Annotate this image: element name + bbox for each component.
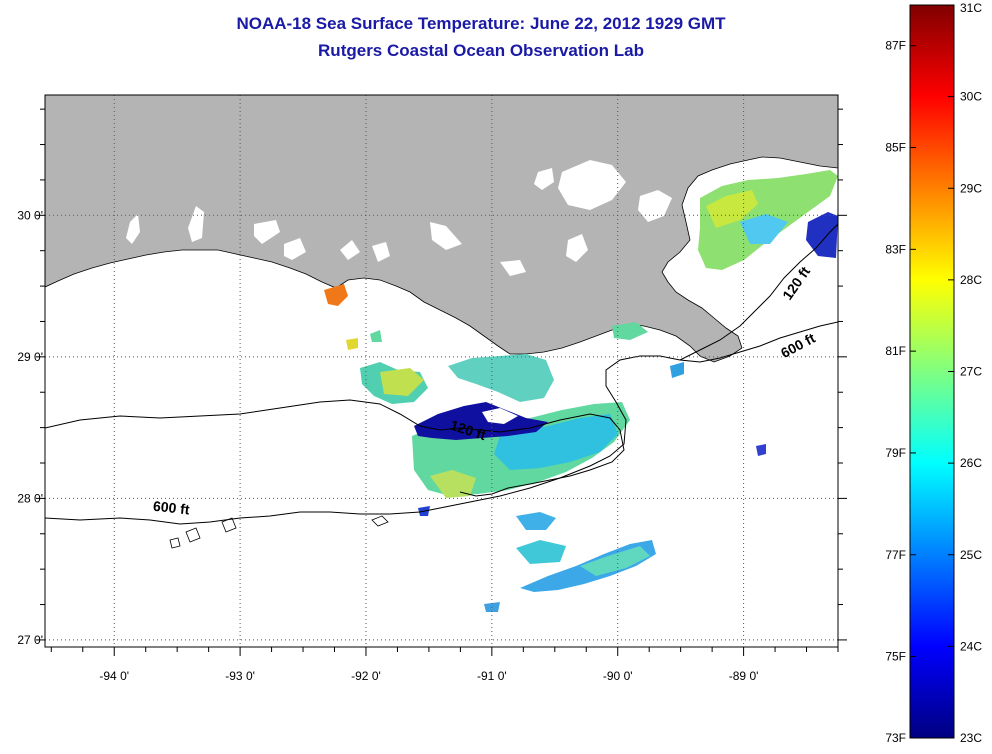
map-title: NOAA-18 Sea Surface Temperature: June 22… bbox=[236, 14, 726, 33]
sst-patch bbox=[580, 546, 650, 576]
colorbar-f-label: 75F bbox=[885, 650, 906, 664]
contour-label: 600 ft bbox=[778, 330, 818, 361]
colorbar-c-label: 28C bbox=[960, 273, 982, 287]
lake bbox=[430, 222, 462, 250]
lat-tick-label: 30 0' bbox=[17, 208, 43, 222]
contour-600ft-loop bbox=[371, 515, 389, 527]
lat-tick-label: 29 0' bbox=[17, 350, 43, 364]
sst-patch bbox=[756, 444, 766, 456]
lake bbox=[500, 260, 526, 276]
sst-patch bbox=[370, 330, 382, 342]
contour-600ft-loop bbox=[169, 537, 181, 549]
lon-tick-label: -93 0' bbox=[225, 669, 255, 683]
contour-label: 120 ft bbox=[779, 263, 813, 302]
colorbar-f-label: 81F bbox=[885, 344, 906, 358]
sst-patch bbox=[346, 338, 358, 350]
colorbar-f-label: 79F bbox=[885, 446, 906, 460]
contour-600ft bbox=[45, 321, 838, 525]
lake bbox=[284, 238, 306, 260]
lon-tick-label: -89 0' bbox=[729, 669, 759, 683]
axis-ticks: -94 0' -93 0' -92 0' -91 0' -90 0' -89 0' 30 0… bbox=[17, 108, 847, 683]
contour-120ft-east bbox=[679, 223, 838, 361]
colorbar-c-label: 30C bbox=[960, 90, 982, 104]
colorbar-f-label: 73F bbox=[885, 731, 906, 745]
lat-tick-label: 27 0' bbox=[17, 633, 43, 647]
sst-patch bbox=[430, 470, 476, 498]
colorbar-c-label: 24C bbox=[960, 639, 982, 653]
sst-patch bbox=[324, 284, 348, 306]
colorbar-f-label: 87F bbox=[885, 39, 906, 53]
sst-patch bbox=[740, 214, 788, 244]
lake bbox=[566, 234, 588, 262]
sst-patch bbox=[448, 354, 554, 402]
lake bbox=[254, 220, 280, 244]
lake bbox=[340, 240, 360, 260]
lon-tick-label: -94 0' bbox=[99, 669, 129, 683]
sst-patch bbox=[380, 368, 424, 396]
lon-tick-label: -92 0' bbox=[351, 669, 381, 683]
lake bbox=[638, 190, 672, 222]
colorbar-f-label: 85F bbox=[885, 141, 906, 155]
lat-tick-label: 28 0' bbox=[17, 491, 43, 505]
map-frame bbox=[44, 94, 839, 648]
lake bbox=[188, 206, 204, 242]
contour-label: 600 ft bbox=[152, 498, 190, 518]
contour-600ft-loop bbox=[185, 527, 201, 543]
sst-patch bbox=[706, 190, 758, 228]
colorbar-f-label: 83F bbox=[885, 242, 906, 256]
colorbar-c-label: 27C bbox=[960, 365, 982, 379]
contour-120ft bbox=[45, 399, 625, 497]
colorbar bbox=[909, 4, 955, 739]
colorbar-ticks: 31C 30C 29C 28C 27C 26C 25C 24C 23C 87F 85F 83F 81F 7… bbox=[885, 1, 982, 745]
graticule bbox=[45, 95, 838, 647]
contour-600ft-loop bbox=[221, 517, 237, 533]
sst-patch bbox=[670, 362, 684, 378]
colorbar-c-label: 31C bbox=[960, 1, 982, 15]
colorbar-f-label: 77F bbox=[885, 548, 906, 562]
colorbar-c-label: 26C bbox=[960, 456, 982, 470]
lon-tick-label: -90 0' bbox=[603, 669, 633, 683]
colorbar-c-label: 29C bbox=[960, 181, 982, 195]
sst-patch bbox=[516, 540, 566, 564]
sst-patch bbox=[806, 212, 838, 258]
map-subtitle: Rutgers Coastal Ocean Observation Lab bbox=[318, 41, 644, 60]
lake bbox=[558, 160, 626, 210]
sst-data-layer bbox=[324, 170, 838, 612]
lake bbox=[372, 242, 390, 262]
sst-patch bbox=[494, 414, 618, 470]
lake bbox=[534, 168, 554, 190]
colorbar-c-label: 25C bbox=[960, 548, 982, 562]
lake bbox=[126, 214, 140, 244]
sst-patch bbox=[516, 512, 556, 530]
colorbar-c-label: 23C bbox=[960, 731, 982, 745]
sst-patch bbox=[482, 408, 518, 424]
sst-patch bbox=[612, 322, 648, 340]
lon-tick-label: -91 0' bbox=[477, 669, 507, 683]
